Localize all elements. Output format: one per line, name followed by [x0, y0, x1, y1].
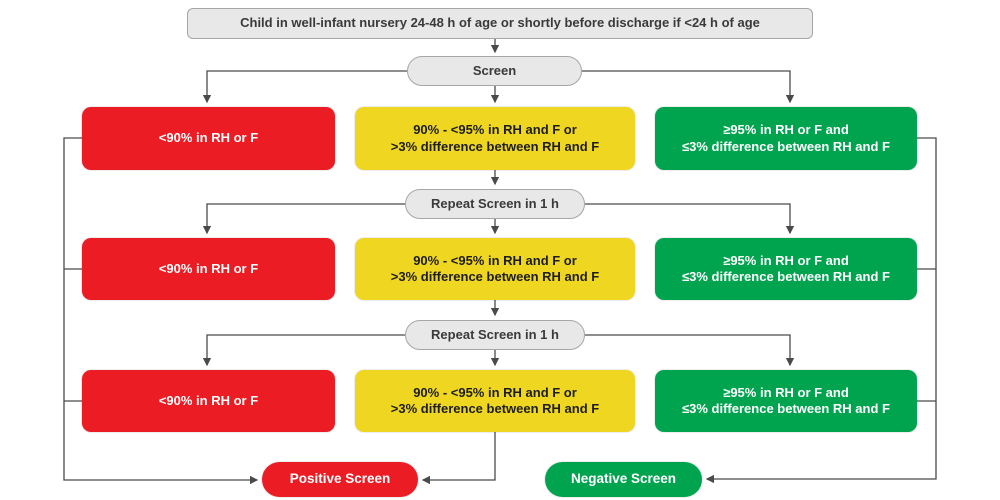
green-node-row3-line1: ≥95% in RH or F and [723, 384, 849, 400]
green-node-row1: ≥95% in RH or F and ≤3% difference betwe… [655, 107, 917, 170]
repeat-screen-node-2-label: Repeat Screen in 1 h [431, 326, 559, 342]
positive-screen-node: Positive Screen [262, 462, 418, 497]
green-node-row2-line1: ≥95% in RH or F and [723, 252, 849, 268]
yellow-node-row1: 90% - <95% in RH and F or >3% difference… [355, 107, 635, 170]
yellow-node-row3-line2: >3% difference between RH and F [390, 401, 600, 416]
green-node-row1-line1: ≥95% in RH or F and [723, 122, 849, 138]
screen-node-label: Screen [472, 62, 517, 78]
green-node-row2-line2: ≤3% difference between RH and F [682, 269, 890, 284]
yellow-node-row2-line2: >3% difference between RH and F [390, 269, 600, 284]
green-node-row2: ≥95% in RH or F and ≤3% difference betwe… [655, 238, 917, 300]
repeat-screen-node-1: Repeat Screen in 1 h [405, 189, 585, 219]
red-node-row3: <90% in RH or F [82, 370, 335, 432]
yellow-node-row3-line1: 90% - <95% in RH and F or [413, 384, 577, 400]
green-node-row3-line2: ≤3% difference between RH and F [682, 401, 890, 416]
green-node-row1-line2: ≤3% difference between RH and F [682, 138, 890, 154]
yellow-node-row1-line1: 90% - <95% in RH and F or [413, 122, 577, 138]
yellow-node-row1-line2: >3% difference between RH and F [390, 138, 600, 154]
yellow-node-row2-line1: 90% - <95% in RH and F or [413, 252, 577, 268]
screen-node: Screen [407, 56, 582, 86]
green-node-row3: ≥95% in RH or F and ≤3% difference betwe… [655, 370, 917, 432]
negative-screen-node: Negative Screen [545, 462, 702, 497]
red-node-row3-label: <90% in RH or F [158, 392, 259, 408]
yellow-node-row2: 90% - <95% in RH and F or >3% difference… [355, 238, 635, 300]
red-node-row1-label: <90% in RH or F [158, 130, 259, 146]
yellow-node-row3: 90% - <95% in RH and F or >3% difference… [355, 370, 635, 432]
negative-screen-label: Negative Screen [570, 471, 677, 487]
positive-screen-label: Positive Screen [289, 471, 391, 487]
red-node-row2: <90% in RH or F [82, 238, 335, 300]
start-node-label: Child in well-infant nursery 24-48 h of … [240, 15, 760, 31]
repeat-screen-node-1-label: Repeat Screen in 1 h [431, 195, 559, 211]
red-node-row1: <90% in RH or F [82, 107, 335, 170]
start-node: Child in well-infant nursery 24-48 h of … [187, 8, 813, 39]
red-node-row2-label: <90% in RH or F [158, 260, 259, 276]
repeat-screen-node-2: Repeat Screen in 1 h [405, 320, 585, 350]
